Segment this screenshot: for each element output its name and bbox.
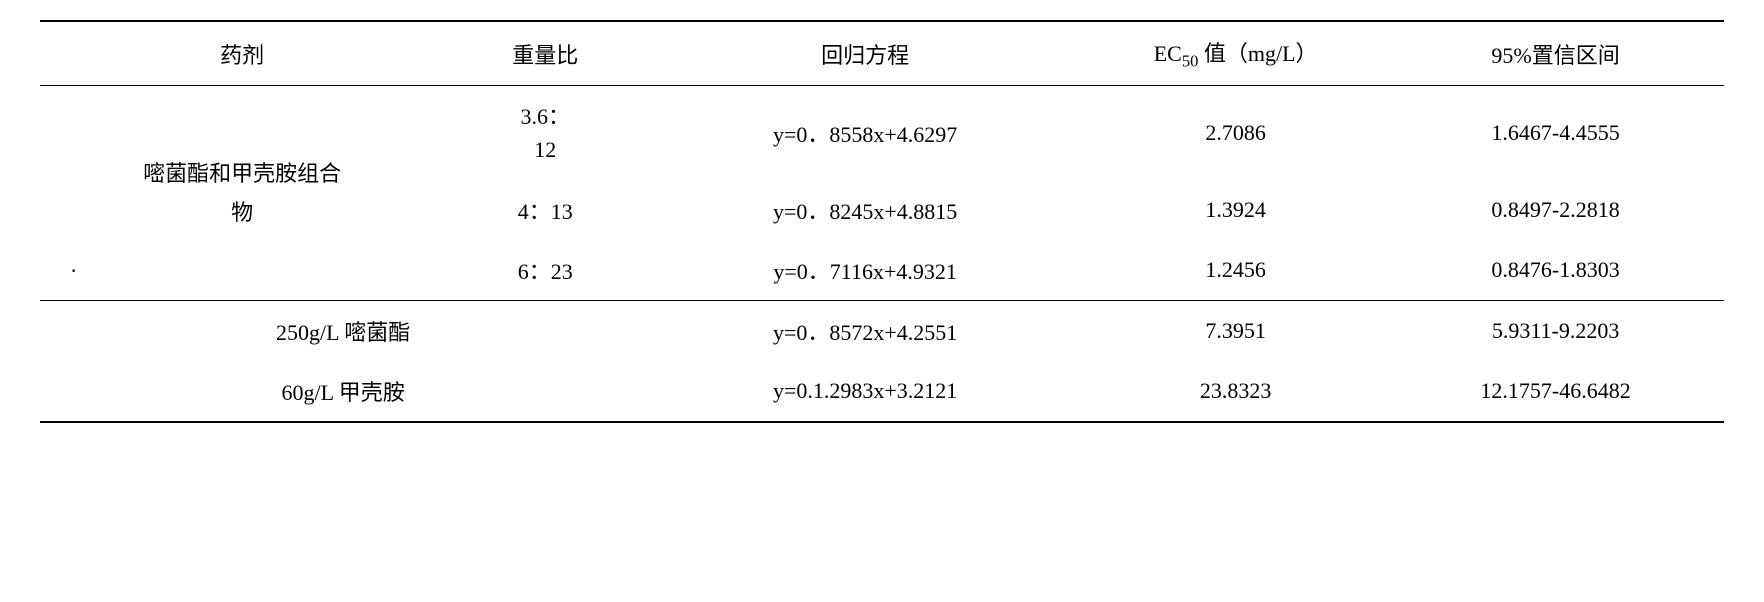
table-row: 嘧菌酯和甲壳胺组合 物 · 3.6： 12 y=0．8558x+4.6297 2…	[40, 86, 1724, 181]
ci-cell: 0.8476-1.8303	[1387, 240, 1724, 301]
agent-single-cell: 250g/L 嘧菌酯	[40, 301, 646, 362]
header-ci: 95%置信区间	[1387, 21, 1724, 86]
table-row: 250g/L 嘧菌酯 y=0．8572x+4.2551 7.3951 5.931…	[40, 301, 1724, 362]
ec50-post: 值（mg/L）	[1198, 41, 1317, 66]
ci-cell: 0.8497-2.2818	[1387, 180, 1724, 240]
ratio-cell: 3.6： 12	[444, 86, 646, 181]
equation-cell: y=0．7116x+4.9321	[646, 240, 1084, 301]
header-row: 药剂 重量比 回归方程 EC50 值（mg/L） 95%置信区间	[40, 21, 1724, 86]
ec50-cell: 7.3951	[1084, 301, 1387, 362]
agent-line1: 嘧菌酯和甲壳胺组合	[143, 161, 341, 186]
header-equation: 回归方程	[646, 21, 1084, 86]
stray-dot: ·	[70, 251, 77, 291]
header-ratio: 重量比	[444, 21, 646, 86]
equation-cell: y=0.1.2983x+3.2121	[646, 361, 1084, 422]
ec50-cell: 23.8323	[1084, 361, 1387, 422]
ci-cell: 1.6467-4.4555	[1387, 86, 1724, 181]
ci-cell: 12.1757-46.6482	[1387, 361, 1724, 422]
toxicity-table: 药剂 重量比 回归方程 EC50 值（mg/L） 95%置信区间 嘧菌酯和甲壳胺…	[40, 20, 1724, 423]
ec50-cell: 2.7086	[1084, 86, 1387, 181]
ratio-l2: 12	[534, 137, 556, 162]
ratio-cell: 4：13	[444, 180, 646, 240]
agent-cell-combo: 嘧菌酯和甲壳胺组合 物 ·	[40, 86, 444, 301]
agent-single-cell: 60g/L 甲壳胺	[40, 361, 646, 422]
header-agent: 药剂	[40, 21, 444, 86]
ec50-cell: 1.2456	[1084, 240, 1387, 301]
ec50-cell: 1.3924	[1084, 180, 1387, 240]
ratio-l1: 3.6：	[520, 104, 570, 129]
table-row: 60g/L 甲壳胺 y=0.1.2983x+3.2121 23.8323 12.…	[40, 361, 1724, 422]
ec50-pre: EC	[1154, 41, 1182, 66]
ec50-sub: 50	[1182, 51, 1199, 70]
ratio-cell: 6：23	[444, 240, 646, 301]
equation-cell: y=0．8558x+4.6297	[646, 86, 1084, 181]
header-ec50: EC50 值（mg/L）	[1084, 21, 1387, 86]
ci-cell: 5.9311-9.2203	[1387, 301, 1724, 362]
equation-cell: y=0．8572x+4.2551	[646, 301, 1084, 362]
equation-cell: y=0．8245x+4.8815	[646, 180, 1084, 240]
agent-line2: 物	[231, 200, 253, 225]
